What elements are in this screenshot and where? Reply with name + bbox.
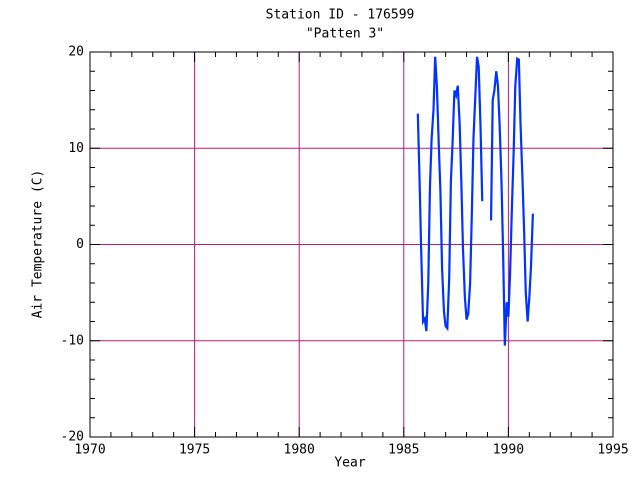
x-tick-label: 1990 [493,443,524,458]
y-tick-label: 10 [68,141,84,156]
y-tick-label: -10 [61,333,84,348]
y-tick-label: 0 [76,237,84,252]
y-tick-label: 20 [68,45,84,60]
plot-frame [89,51,614,438]
chart-subtitle: "Patten 3" [306,27,384,42]
x-tick-label: 1995 [597,443,628,458]
x-tick-label: 1985 [388,443,419,458]
y-tick-label: -20 [61,430,84,445]
x-axis-label: Year [334,456,365,471]
x-tick-label: 1970 [74,443,105,458]
x-tick-label: 1980 [284,443,315,458]
data-line [416,56,534,346]
chart-title: Station ID - 176599 [266,8,415,23]
y-axis-label: Air Temperature (C) [31,170,46,319]
x-tick-label: 1975 [179,443,210,458]
